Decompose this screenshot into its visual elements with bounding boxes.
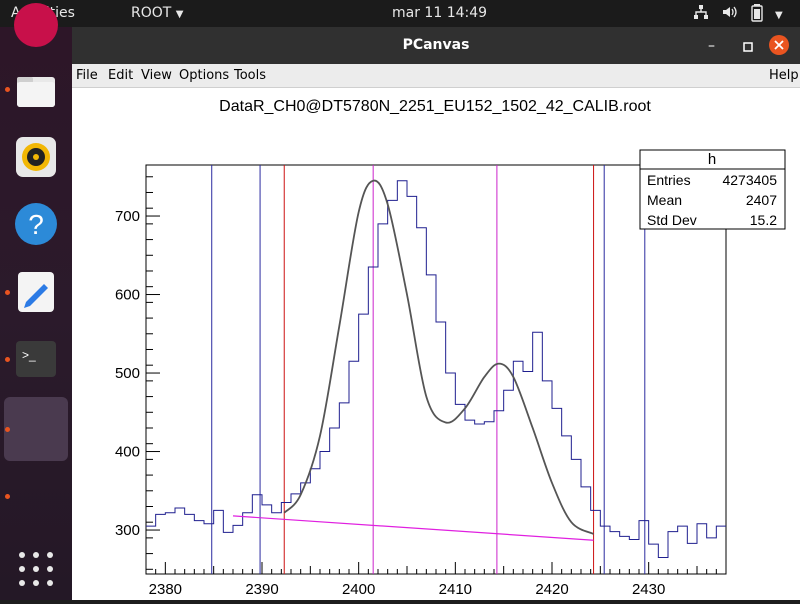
y-tick-label: 600 [115,287,140,304]
stats-box[interactable]: h Entries 4273405 Mean 2407 Std Dev 15.2 [639,149,786,230]
show-applications-icon[interactable] [14,547,58,591]
stats-label-stddev: Std Dev [647,212,697,228]
stats-value-stddev: 15.2 [750,212,777,228]
y-tick-label: 400 [115,444,140,461]
window-titlebar[interactable]: PCanvas – [72,27,800,64]
menu-file[interactable]: File [76,68,98,83]
running-indicator [5,494,10,499]
stats-value-mean: 2407 [746,192,777,208]
app-icon-partial[interactable] [14,3,58,47]
plot-frame [145,164,727,575]
files-app-icon[interactable] [14,69,58,113]
stats-label-mean: Mean [647,192,682,208]
svg-text:>_: >_ [22,348,36,362]
stats-label-entries: Entries [647,172,691,188]
dock: ? >_ [0,3,72,600]
system-menu-caret-icon[interactable]: ▼ [775,10,783,21]
svg-text:?: ? [28,209,44,240]
pcanvas-window: PCanvas – File Edit View Options Tools H… [72,27,800,600]
minimize-icon[interactable]: – [708,38,715,54]
running-indicator [5,357,10,362]
pcanvas-drawing-area[interactable]: DataR_CH0@DT5780N_2251_EU152_1502_42_CAL… [72,88,800,600]
plot-title: DataR_CH0@DT5780N_2251_EU152_1502_42_CAL… [219,98,651,115]
running-indicator [5,427,10,432]
clock[interactable]: mar 11 14:49 [392,5,488,21]
y-tick-label: 500 [115,365,140,382]
menu-help[interactable]: Help [769,68,799,83]
stats-box-frame [639,149,786,230]
maximize-icon[interactable] [742,38,754,57]
app-menu-label: ROOT [131,5,172,21]
running-indicator [5,87,10,92]
help-app-icon[interactable]: ? [14,202,58,246]
x-tick-label: 2430 [632,581,665,598]
x-tick-label: 2390 [245,581,278,598]
rhythmbox-app-icon[interactable] [14,135,58,179]
running-indicator [5,290,10,295]
x-tick-label: 2380 [149,581,182,598]
battery-icon[interactable] [750,4,764,26]
y-tick-label: 300 [115,522,140,539]
stats-value-entries: 4273405 [722,172,777,188]
menu-tools[interactable]: Tools [234,68,267,83]
fit-curve [283,179,594,535]
x-tick-label: 2420 [535,581,568,598]
volume-icon[interactable] [722,4,738,24]
y-tick-label: 700 [115,208,140,225]
text-editor-app-icon[interactable] [14,270,58,314]
caret-down-icon: ▼ [175,9,184,20]
x-tick-label: 2400 [342,581,375,598]
menu-view[interactable]: View [141,68,172,83]
menu-bar: File Edit View Options Tools Help [72,64,800,88]
menu-edit[interactable]: Edit [108,68,134,83]
terminal-app-icon[interactable]: >_ [14,337,58,381]
background-fit-line [232,515,594,541]
root-window-app-icon[interactable] [4,397,68,461]
histogram-plot[interactable]: DataR_CH0@DT5780N_2251_EU152_1502_42_CAL… [72,88,800,600]
x-tick-label: 2410 [439,581,472,598]
stats-hist-name: h [708,151,716,168]
network-icon[interactable] [694,4,708,24]
window-title: PCanvas [402,37,470,53]
app-menu-button[interactable]: ROOT ▼ [131,5,183,21]
system-top-bar: Activities ROOT ▼ mar 11 14:49 ▼ [0,0,800,27]
histogram-steps [146,180,726,559]
menu-options[interactable]: Options [179,68,230,83]
close-icon[interactable] [769,35,789,55]
